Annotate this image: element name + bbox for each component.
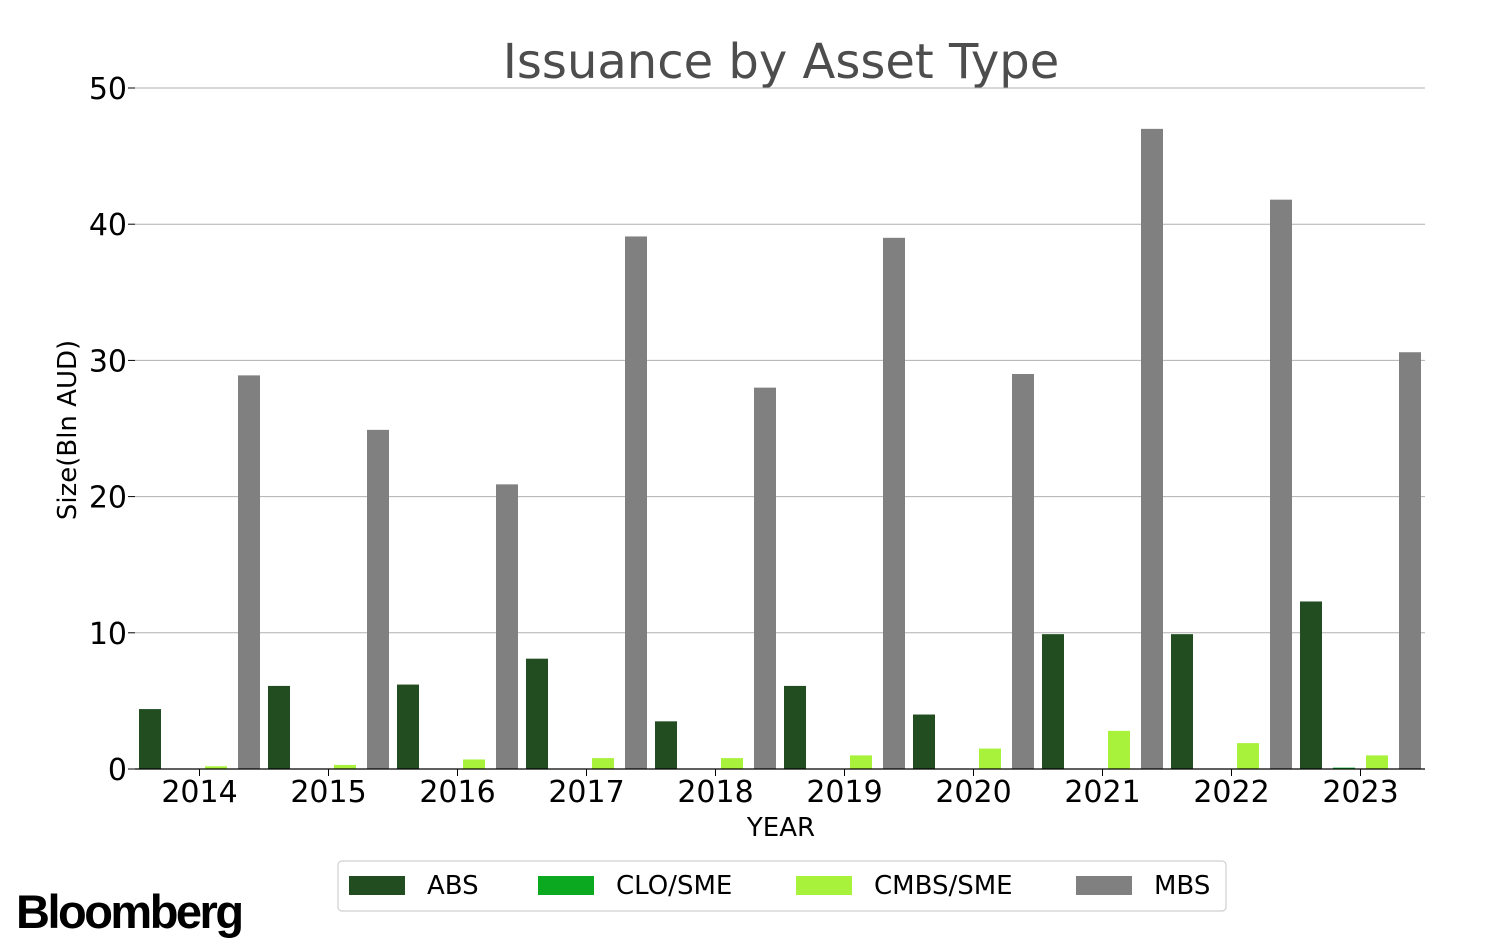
bar-mbs-2016 bbox=[496, 484, 518, 769]
bar-mbs-2019 bbox=[883, 237, 905, 769]
y-tick-label: 40 bbox=[89, 208, 127, 243]
bars bbox=[139, 128, 1421, 770]
x-tick-labels: 2014 2015 2016 2017 2018 2019 2020 2021 2022 2023 bbox=[161, 769, 1399, 810]
bar-mbs-2017 bbox=[625, 236, 647, 769]
y-tick-label: 20 bbox=[89, 481, 127, 516]
y-tick-label: 30 bbox=[89, 344, 127, 379]
bar-mbs-2014 bbox=[238, 375, 260, 769]
y-tick-labels: 0 10 20 30 40 50 bbox=[89, 72, 135, 788]
x-tick-label: 2020 bbox=[935, 775, 1011, 810]
bar-clo-sme-2023 bbox=[1333, 767, 1355, 769]
bar-cmbs-sme-2020 bbox=[979, 748, 1001, 769]
bar-cmbs-sme-2021 bbox=[1108, 730, 1130, 769]
x-tick-label: 2019 bbox=[806, 775, 882, 810]
legend-box bbox=[337, 860, 1227, 912]
x-tick-label: 2015 bbox=[290, 775, 366, 810]
x-tick-label: 2016 bbox=[419, 775, 495, 810]
x-tick-label: 2022 bbox=[1193, 775, 1269, 810]
bar-abs-2021 bbox=[1042, 634, 1064, 769]
bar-abs-2023 bbox=[1300, 601, 1322, 769]
legend-swatch-abs bbox=[349, 876, 405, 895]
bar-cmbs-sme-2016 bbox=[463, 759, 485, 769]
bar-abs-2019 bbox=[784, 685, 806, 769]
legend-label: CLO/SME bbox=[616, 871, 732, 901]
bar-cmbs-sme-2017 bbox=[592, 758, 614, 769]
legend-items: ABS CLO/SME CMBS/SME MBS bbox=[349, 871, 1210, 901]
bar-cmbs-sme-2022 bbox=[1237, 743, 1259, 769]
y-axis-label: Size(Bln AUD) bbox=[53, 340, 83, 520]
y-tick-label: 10 bbox=[89, 617, 127, 652]
legend: ABS CLO/SME CMBS/SME MBS bbox=[337, 860, 1227, 912]
y-tick-label: 50 bbox=[89, 72, 127, 107]
legend-swatch-clo-sme bbox=[538, 876, 594, 895]
bar-mbs-2023 bbox=[1399, 352, 1421, 769]
x-tick-label: 2017 bbox=[548, 775, 624, 810]
bar-abs-2014 bbox=[139, 709, 161, 769]
bar-mbs-2020 bbox=[1012, 374, 1034, 769]
x-tick-label: 2021 bbox=[1064, 775, 1140, 810]
bar-mbs-2022 bbox=[1270, 199, 1292, 769]
bar-abs-2022 bbox=[1171, 634, 1193, 769]
y-tick-label: 0 bbox=[108, 753, 127, 788]
x-tick-label: 2018 bbox=[677, 775, 753, 810]
bar-mbs-2015 bbox=[367, 429, 389, 769]
bar-mbs-2021 bbox=[1141, 128, 1163, 770]
legend-label: CMBS/SME bbox=[874, 871, 1013, 901]
bar-cmbs-sme-2018 bbox=[721, 758, 743, 769]
legend-label: ABS bbox=[427, 871, 479, 901]
bar-cmbs-sme-2014 bbox=[205, 766, 227, 769]
x-tick-label: 2014 bbox=[161, 775, 237, 810]
chart-title: Issuance by Asset Type bbox=[503, 34, 1059, 90]
x-axis-label: YEAR bbox=[746, 813, 815, 843]
legend-swatch-cmbs-sme bbox=[796, 876, 852, 895]
bar-abs-2016 bbox=[397, 684, 419, 769]
bar-cmbs-sme-2023 bbox=[1366, 755, 1388, 769]
legend-swatch-mbs bbox=[1076, 876, 1132, 895]
bar-cmbs-sme-2015 bbox=[334, 764, 356, 769]
bar-mbs-2018 bbox=[754, 387, 776, 769]
bar-abs-2015 bbox=[268, 685, 290, 769]
bar-cmbs-sme-2019 bbox=[850, 755, 872, 769]
x-tick-label: 2023 bbox=[1322, 775, 1398, 810]
grid-lines bbox=[135, 87, 1425, 634]
bar-abs-2017 bbox=[526, 658, 548, 769]
legend-label: MBS bbox=[1154, 871, 1210, 901]
bar-abs-2020 bbox=[913, 714, 935, 769]
bar-abs-2018 bbox=[655, 721, 677, 769]
bloomberg-logo: Bloomberg bbox=[16, 885, 244, 938]
